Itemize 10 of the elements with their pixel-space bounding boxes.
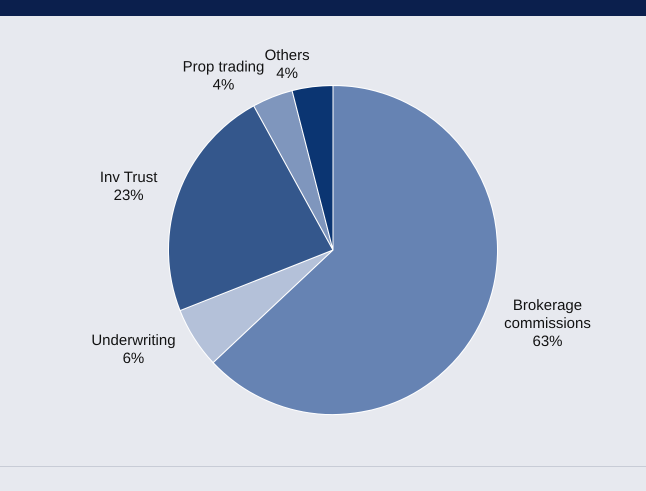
data-label: 23% [114, 186, 144, 204]
slice-label: Underwriting [91, 332, 176, 350]
slice-label: Others [264, 47, 310, 64]
data-label: 4% [276, 65, 298, 82]
slice-label: Inv Trust [100, 168, 158, 186]
slice-label: Brokerage commissions [504, 297, 591, 332]
slice-label: Prop trading [182, 58, 264, 76]
data-label: 6% [122, 350, 144, 368]
data-label: 63% [532, 333, 563, 350]
data-label: 4% [212, 76, 234, 94]
